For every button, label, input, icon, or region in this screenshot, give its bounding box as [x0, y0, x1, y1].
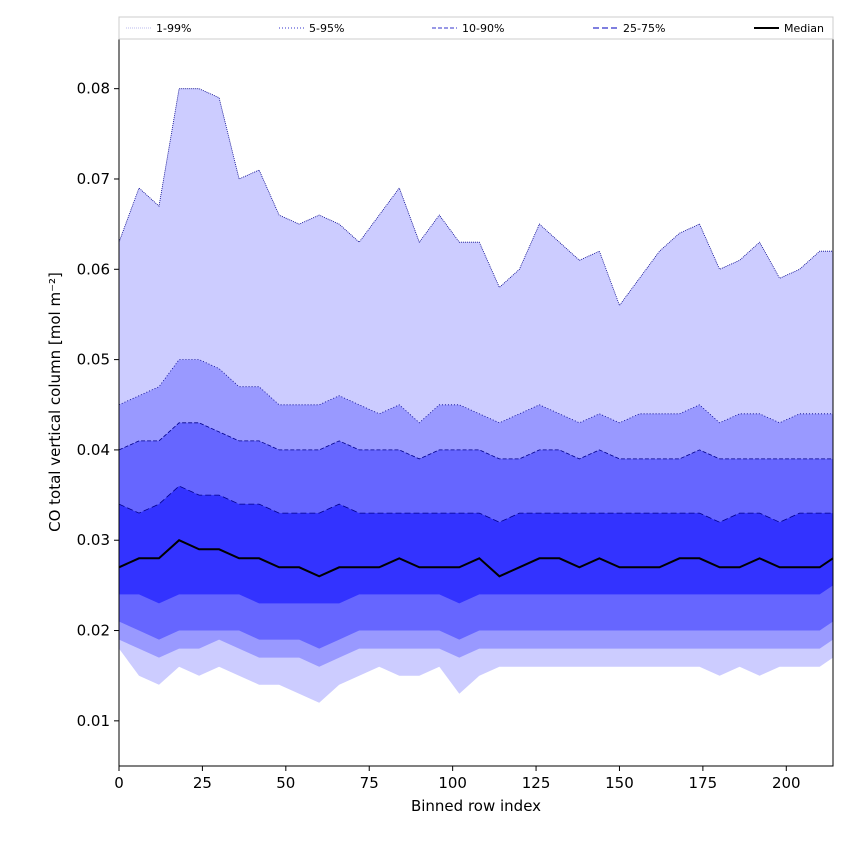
band-edge-1-99: [118, 88, 833, 307]
legend-label: 1-99%: [156, 22, 191, 35]
legend-label: 10-90%: [462, 22, 504, 35]
band-edge-25-75: [118, 485, 833, 523]
legend-label: Median: [784, 22, 824, 35]
x-axis-label: Binned row index: [411, 797, 541, 815]
legend-label: 5-95%: [309, 22, 344, 35]
y-tick-label: 0.03: [77, 531, 110, 549]
percentile-bands: [118, 88, 833, 703]
x-tick-label: 150: [605, 774, 634, 792]
x-tick-label: 25: [193, 774, 212, 792]
x-tick-label: 200: [772, 774, 801, 792]
y-tick-label: 0.04: [77, 441, 110, 459]
median-line: [118, 539, 834, 578]
x-axis: 0 25 50 75 100 125 150 175 200: [114, 766, 801, 792]
x-tick-label: 50: [276, 774, 295, 792]
y-tick-label: 0.05: [77, 351, 110, 369]
y-tick-label: 0.01: [77, 712, 110, 730]
band-edge-10-90: [118, 422, 833, 460]
y-axis-label: CO total vertical column [mol m⁻²]: [46, 272, 64, 532]
x-tick-label: 125: [522, 774, 551, 792]
legend: 1-99% 5-95% 10-90% 25-75% Median: [118, 16, 834, 40]
y-tick-label: 0.07: [77, 170, 110, 188]
legend-box: [118, 16, 834, 40]
y-axis: 0.01 0.02 0.03 0.04 0.05 0.06 0.07 0.08: [77, 80, 119, 730]
band-edge-5-95: [118, 359, 833, 424]
x-tick-label: 75: [360, 774, 379, 792]
x-tick-label: 0: [114, 774, 124, 792]
y-tick-label: 0.02: [77, 622, 110, 640]
x-tick-label: 175: [689, 774, 718, 792]
y-tick-label: 0.08: [77, 80, 110, 98]
band-25-75: [119, 486, 833, 604]
legend-label: 25-75%: [623, 22, 665, 35]
x-tick-label: 100: [438, 774, 467, 792]
median-layer: [118, 539, 834, 578]
y-tick-label: 0.06: [77, 260, 110, 278]
